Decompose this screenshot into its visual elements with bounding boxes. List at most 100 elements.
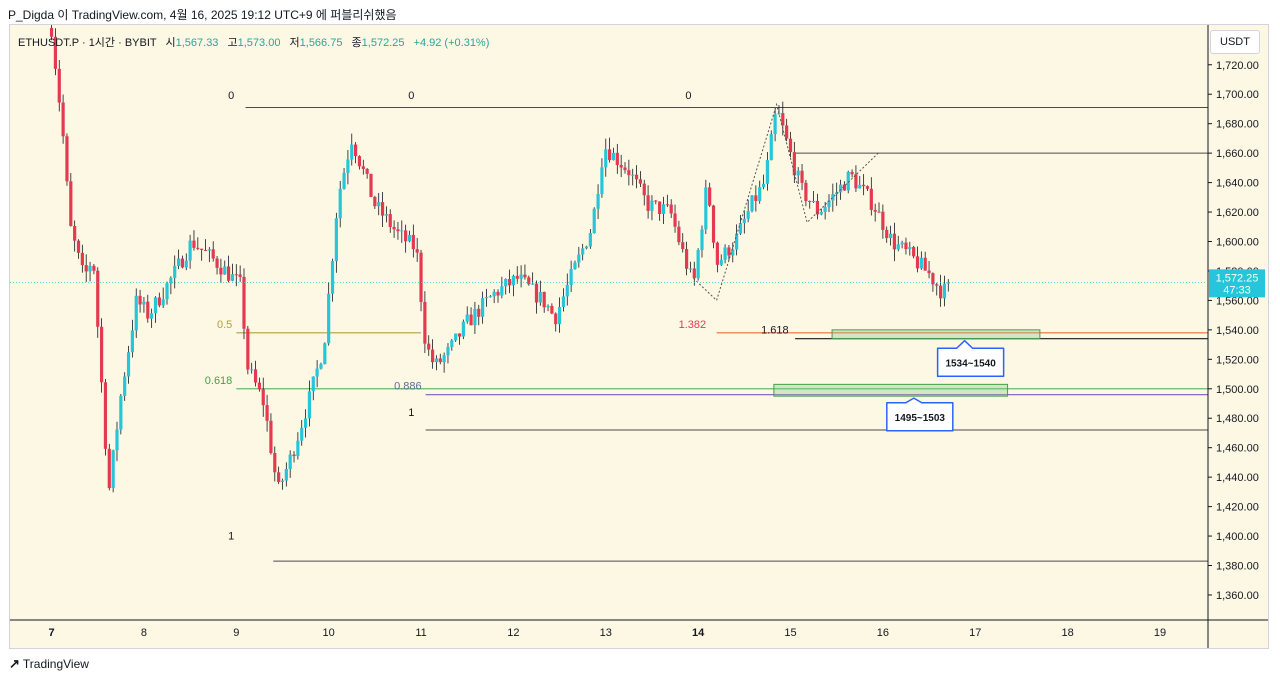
candle-body [411,234,415,250]
candle-body [296,440,300,457]
candle-body [442,355,446,363]
candle-body [219,267,223,275]
candle-body [142,301,146,305]
tradingview-logo-icon[interactable]: ↗ [9,656,20,671]
candle-body [327,293,331,344]
candle-body [346,159,350,173]
candle-body [500,286,504,296]
footer: ↗ TradingView [9,655,89,673]
candle-body [569,269,573,285]
candle-body [207,249,211,251]
candle-body [61,102,65,137]
candle-body [888,233,893,239]
candle-body [715,242,719,265]
candle-body [465,314,469,322]
y-tick-label: 1,380.00 [1216,561,1259,573]
candle-body [642,183,646,196]
candle-body [677,226,681,243]
candle-body [746,211,750,219]
candle-body [323,343,327,365]
y-tick-label: 1,700.00 [1216,89,1259,101]
publish-info: P_Digda 이 TradingView.com, 4월 16, 2025 1… [8,8,397,22]
candle-body [742,218,746,224]
candle-body [846,171,850,191]
price-callout: 1495~1503 [886,397,954,432]
support-zone [773,383,1009,397]
y-tick-label: 1,360.00 [1216,590,1259,602]
candle-body [696,250,700,279]
candle-body [692,268,696,279]
candle-body [731,249,735,256]
candle-body [253,369,258,383]
y-tick-label: 1,440.00 [1216,472,1259,484]
x-tick-label: 13 [600,627,612,639]
candle-body [400,230,404,232]
candle-body [246,328,250,370]
candle-body [565,284,569,297]
candle-body [423,301,427,344]
candle-body [923,257,927,271]
candle-body [461,321,465,337]
fib-level-label: 0.5 [217,319,232,331]
candle-body [619,164,623,168]
candle-body [665,204,669,206]
currency-button[interactable]: USDT [1210,30,1260,54]
candle-body [303,418,308,428]
candle-body [519,274,523,279]
candle-body [481,298,485,317]
candle-body [811,200,816,202]
open-value: 1,567.33 [175,37,219,49]
y-tick-label: 1,560.00 [1216,295,1259,307]
fib-zero-label: 0 [228,90,234,102]
candle-body [842,184,846,191]
candle-body [227,266,231,281]
candle-body [173,265,177,278]
candle-body [908,247,912,250]
candle-body [450,340,454,348]
candle-body [831,194,835,201]
x-tick-label: 12 [507,627,519,639]
candle-body [862,184,866,187]
candle-body [727,247,731,256]
x-tick-label: 8 [141,627,147,639]
fib-level-label: 1.382 [679,319,707,331]
candle-body [315,368,319,377]
candle-body [150,313,154,319]
ohlc-legend: ETHUSDT.P · 1시간 · BYBIT 시1,567.33 고1,573… [18,34,489,50]
candle-body [404,230,408,242]
candle-body [819,211,823,215]
candle-body [792,152,796,176]
high-label: 고 [227,37,238,49]
candle-body [777,113,781,115]
callout-box [936,339,1005,378]
y-tick-label: 1,520.00 [1216,354,1259,366]
candle-body [912,247,916,257]
candle-body [76,240,81,253]
candle-body [634,174,639,180]
candle-body [915,256,920,269]
low-value: 1,566.75 [299,37,343,49]
candle-body [592,208,596,234]
candle-body [107,448,111,489]
y-tick-label: 1,720.00 [1216,60,1259,72]
candle-body [577,254,581,263]
candle-body [638,179,643,184]
candle-body [73,225,77,241]
candle-body [527,277,531,285]
candle-body [484,297,489,299]
support-zone [831,329,1041,340]
candle-body [84,265,88,272]
candle-body [554,313,558,325]
symbol-label[interactable]: ETHUSDT.P · 1시간 · BYBIT [18,37,157,49]
candle-body [338,188,342,219]
candle-body [477,308,481,317]
candle-body [373,196,377,207]
candle-body [153,297,158,314]
candle-body [942,283,947,299]
brand-name[interactable]: TradingView [22,657,89,671]
candle-body [608,149,612,161]
candle-body [311,376,315,392]
price-callout: 1534~1540 [936,339,1005,378]
candle-body [265,405,269,421]
